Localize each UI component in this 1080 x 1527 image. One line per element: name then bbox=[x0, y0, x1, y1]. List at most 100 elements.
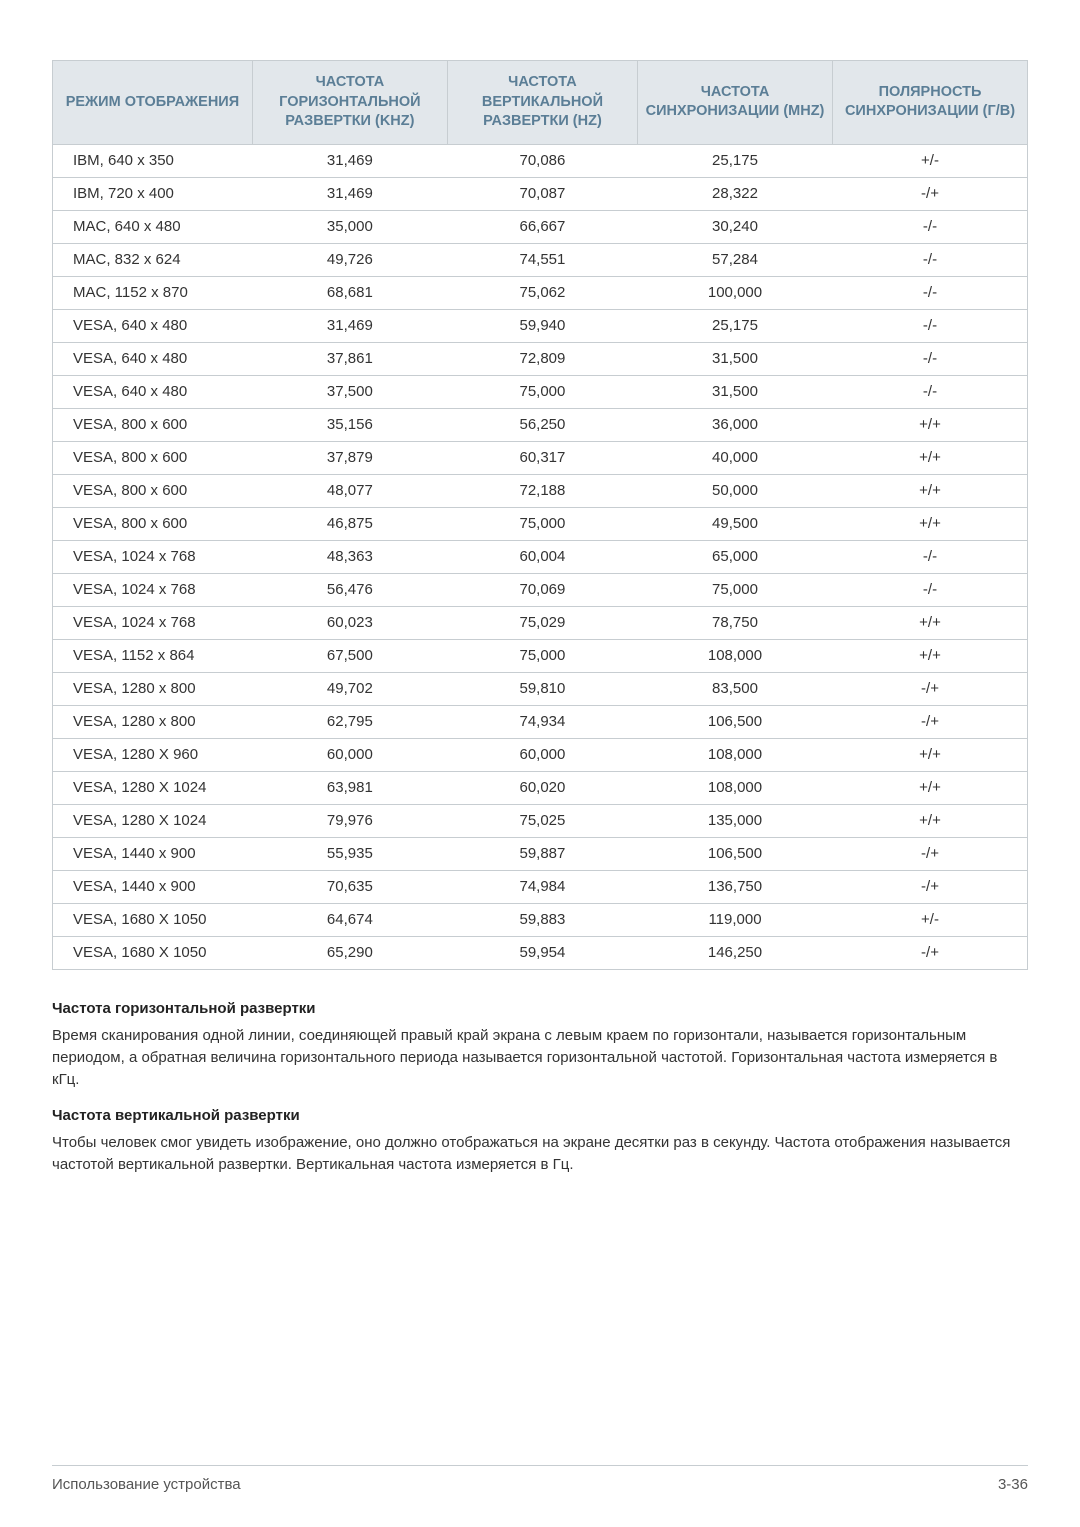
table-cell: 60,000 bbox=[447, 738, 637, 771]
table-cell: +/+ bbox=[833, 408, 1028, 441]
table-cell: 75,062 bbox=[447, 276, 637, 309]
table-cell: 66,667 bbox=[447, 210, 637, 243]
table-row: MAC, 832 x 62449,72674,55157,284-/- bbox=[53, 243, 1028, 276]
table-cell: 63,981 bbox=[252, 771, 447, 804]
table-cell: 119,000 bbox=[638, 903, 833, 936]
table-row: MAC, 1152 x 87068,68175,062100,000-/- bbox=[53, 276, 1028, 309]
table-cell: -/- bbox=[833, 540, 1028, 573]
table-cell: 72,188 bbox=[447, 474, 637, 507]
table-row: VESA, 1680 X 105065,29059,954146,250-/+ bbox=[53, 936, 1028, 969]
table-cell: 74,984 bbox=[447, 870, 637, 903]
table-cell: 48,077 bbox=[252, 474, 447, 507]
table-cell: VESA, 1280 X 960 bbox=[53, 738, 253, 771]
table-cell: VESA, 1680 X 1050 bbox=[53, 936, 253, 969]
table-cell: -/+ bbox=[833, 177, 1028, 210]
table-cell: 56,250 bbox=[447, 408, 637, 441]
table-row: VESA, 1280 x 80049,70259,81083,500-/+ bbox=[53, 672, 1028, 705]
table-cell: 31,469 bbox=[252, 144, 447, 177]
table-cell: 31,469 bbox=[252, 177, 447, 210]
table-cell: MAC, 640 x 480 bbox=[53, 210, 253, 243]
table-cell: 59,810 bbox=[447, 672, 637, 705]
table-cell: VESA, 1024 x 768 bbox=[53, 606, 253, 639]
table-cell: VESA, 800 x 600 bbox=[53, 507, 253, 540]
table-cell: 60,004 bbox=[447, 540, 637, 573]
table-cell: VESA, 1440 x 900 bbox=[53, 837, 253, 870]
table-cell: 25,175 bbox=[638, 144, 833, 177]
table-row: VESA, 640 x 48037,86172,80931,500-/- bbox=[53, 342, 1028, 375]
table-cell: -/- bbox=[833, 210, 1028, 243]
table-cell: 75,000 bbox=[638, 573, 833, 606]
table-row: VESA, 1680 X 105064,67459,883119,000+/- bbox=[53, 903, 1028, 936]
col-header-polarity: ПОЛЯРНОСТЬ СИНХРОНИЗАЦИИ (Г/В) bbox=[833, 61, 1028, 145]
table-cell: 48,363 bbox=[252, 540, 447, 573]
paragraph-hfreq: Время сканирования одной линии, соединяю… bbox=[52, 1025, 1028, 1090]
table-cell: -/- bbox=[833, 342, 1028, 375]
table-cell: 68,681 bbox=[252, 276, 447, 309]
col-header-mode: РЕЖИМ ОТОБРАЖЕНИЯ bbox=[53, 61, 253, 145]
prose-section: Частота горизонтальной развертки Время с… bbox=[52, 998, 1028, 1176]
paragraph-vfreq: Чтобы человек смог увидеть изображение, … bbox=[52, 1132, 1028, 1176]
col-header-syncfreq: ЧАСТОТА СИНХРОНИЗАЦИИ (MHZ) bbox=[638, 61, 833, 145]
table-cell: VESA, 800 x 600 bbox=[53, 408, 253, 441]
table-cell: 135,000 bbox=[638, 804, 833, 837]
table-cell: 75,029 bbox=[447, 606, 637, 639]
table-cell: +/+ bbox=[833, 639, 1028, 672]
table-row: VESA, 800 x 60048,07772,18850,000+/+ bbox=[53, 474, 1028, 507]
table-cell: VESA, 640 x 480 bbox=[53, 309, 253, 342]
table-cell: VESA, 1440 x 900 bbox=[53, 870, 253, 903]
table-cell: 60,000 bbox=[252, 738, 447, 771]
table-cell: 60,023 bbox=[252, 606, 447, 639]
col-header-hfreq: ЧАСТОТА ГОРИЗОНТАЛЬНОЙ РАЗВЕРТКИ (KHZ) bbox=[252, 61, 447, 145]
table-cell: 60,020 bbox=[447, 771, 637, 804]
table-cell: 100,000 bbox=[638, 276, 833, 309]
table-cell: 56,476 bbox=[252, 573, 447, 606]
table-cell: VESA, 1152 x 864 bbox=[53, 639, 253, 672]
table-cell: -/+ bbox=[833, 672, 1028, 705]
table-row: VESA, 1280 X 102463,98160,020108,000+/+ bbox=[53, 771, 1028, 804]
table-cell: VESA, 1280 x 800 bbox=[53, 705, 253, 738]
table-cell: 72,809 bbox=[447, 342, 637, 375]
table-cell: 70,635 bbox=[252, 870, 447, 903]
table-cell: 83,500 bbox=[638, 672, 833, 705]
table-cell: -/- bbox=[833, 276, 1028, 309]
table-cell: 60,317 bbox=[447, 441, 637, 474]
table-cell: -/- bbox=[833, 309, 1028, 342]
table-cell: +/+ bbox=[833, 738, 1028, 771]
table-cell: 106,500 bbox=[638, 837, 833, 870]
table-cell: 50,000 bbox=[638, 474, 833, 507]
table-cell: -/+ bbox=[833, 837, 1028, 870]
table-row: VESA, 1024 x 76848,36360,00465,000-/- bbox=[53, 540, 1028, 573]
table-cell: 75,000 bbox=[447, 639, 637, 672]
table-row: VESA, 1280 X 102479,97675,025135,000+/+ bbox=[53, 804, 1028, 837]
display-modes-table: РЕЖИМ ОТОБРАЖЕНИЯ ЧАСТОТА ГОРИЗОНТАЛЬНОЙ… bbox=[52, 60, 1028, 970]
table-cell: VESA, 1024 x 768 bbox=[53, 540, 253, 573]
table-cell: 75,000 bbox=[447, 507, 637, 540]
table-cell: VESA, 1680 X 1050 bbox=[53, 903, 253, 936]
table-row: VESA, 1440 x 90070,63574,984136,750-/+ bbox=[53, 870, 1028, 903]
footer-right: 3-36 bbox=[998, 1476, 1028, 1493]
table-cell: +/+ bbox=[833, 441, 1028, 474]
table-cell: VESA, 640 x 480 bbox=[53, 342, 253, 375]
table-cell: 59,883 bbox=[447, 903, 637, 936]
table-row: VESA, 640 x 48031,46959,94025,175-/- bbox=[53, 309, 1028, 342]
table-cell: IBM, 640 x 350 bbox=[53, 144, 253, 177]
table-cell: 59,887 bbox=[447, 837, 637, 870]
table-cell: -/- bbox=[833, 243, 1028, 276]
table-cell: 70,086 bbox=[447, 144, 637, 177]
table-cell: 106,500 bbox=[638, 705, 833, 738]
table-cell: MAC, 1152 x 870 bbox=[53, 276, 253, 309]
table-cell: 74,934 bbox=[447, 705, 637, 738]
table-cell: 136,750 bbox=[638, 870, 833, 903]
table-cell: -/+ bbox=[833, 936, 1028, 969]
table-row: IBM, 720 x 40031,46970,08728,322-/+ bbox=[53, 177, 1028, 210]
table-row: VESA, 800 x 60035,15656,25036,000+/+ bbox=[53, 408, 1028, 441]
table-row: VESA, 640 x 48037,50075,00031,500-/- bbox=[53, 375, 1028, 408]
table-cell: MAC, 832 x 624 bbox=[53, 243, 253, 276]
table-cell: 79,976 bbox=[252, 804, 447, 837]
table-cell: +/+ bbox=[833, 771, 1028, 804]
table-cell: +/- bbox=[833, 903, 1028, 936]
heading-vfreq: Частота вертикальной развертки bbox=[52, 1105, 1028, 1127]
table-cell: 25,175 bbox=[638, 309, 833, 342]
table-cell: +/- bbox=[833, 144, 1028, 177]
table-row: VESA, 1440 x 90055,93559,887106,500-/+ bbox=[53, 837, 1028, 870]
